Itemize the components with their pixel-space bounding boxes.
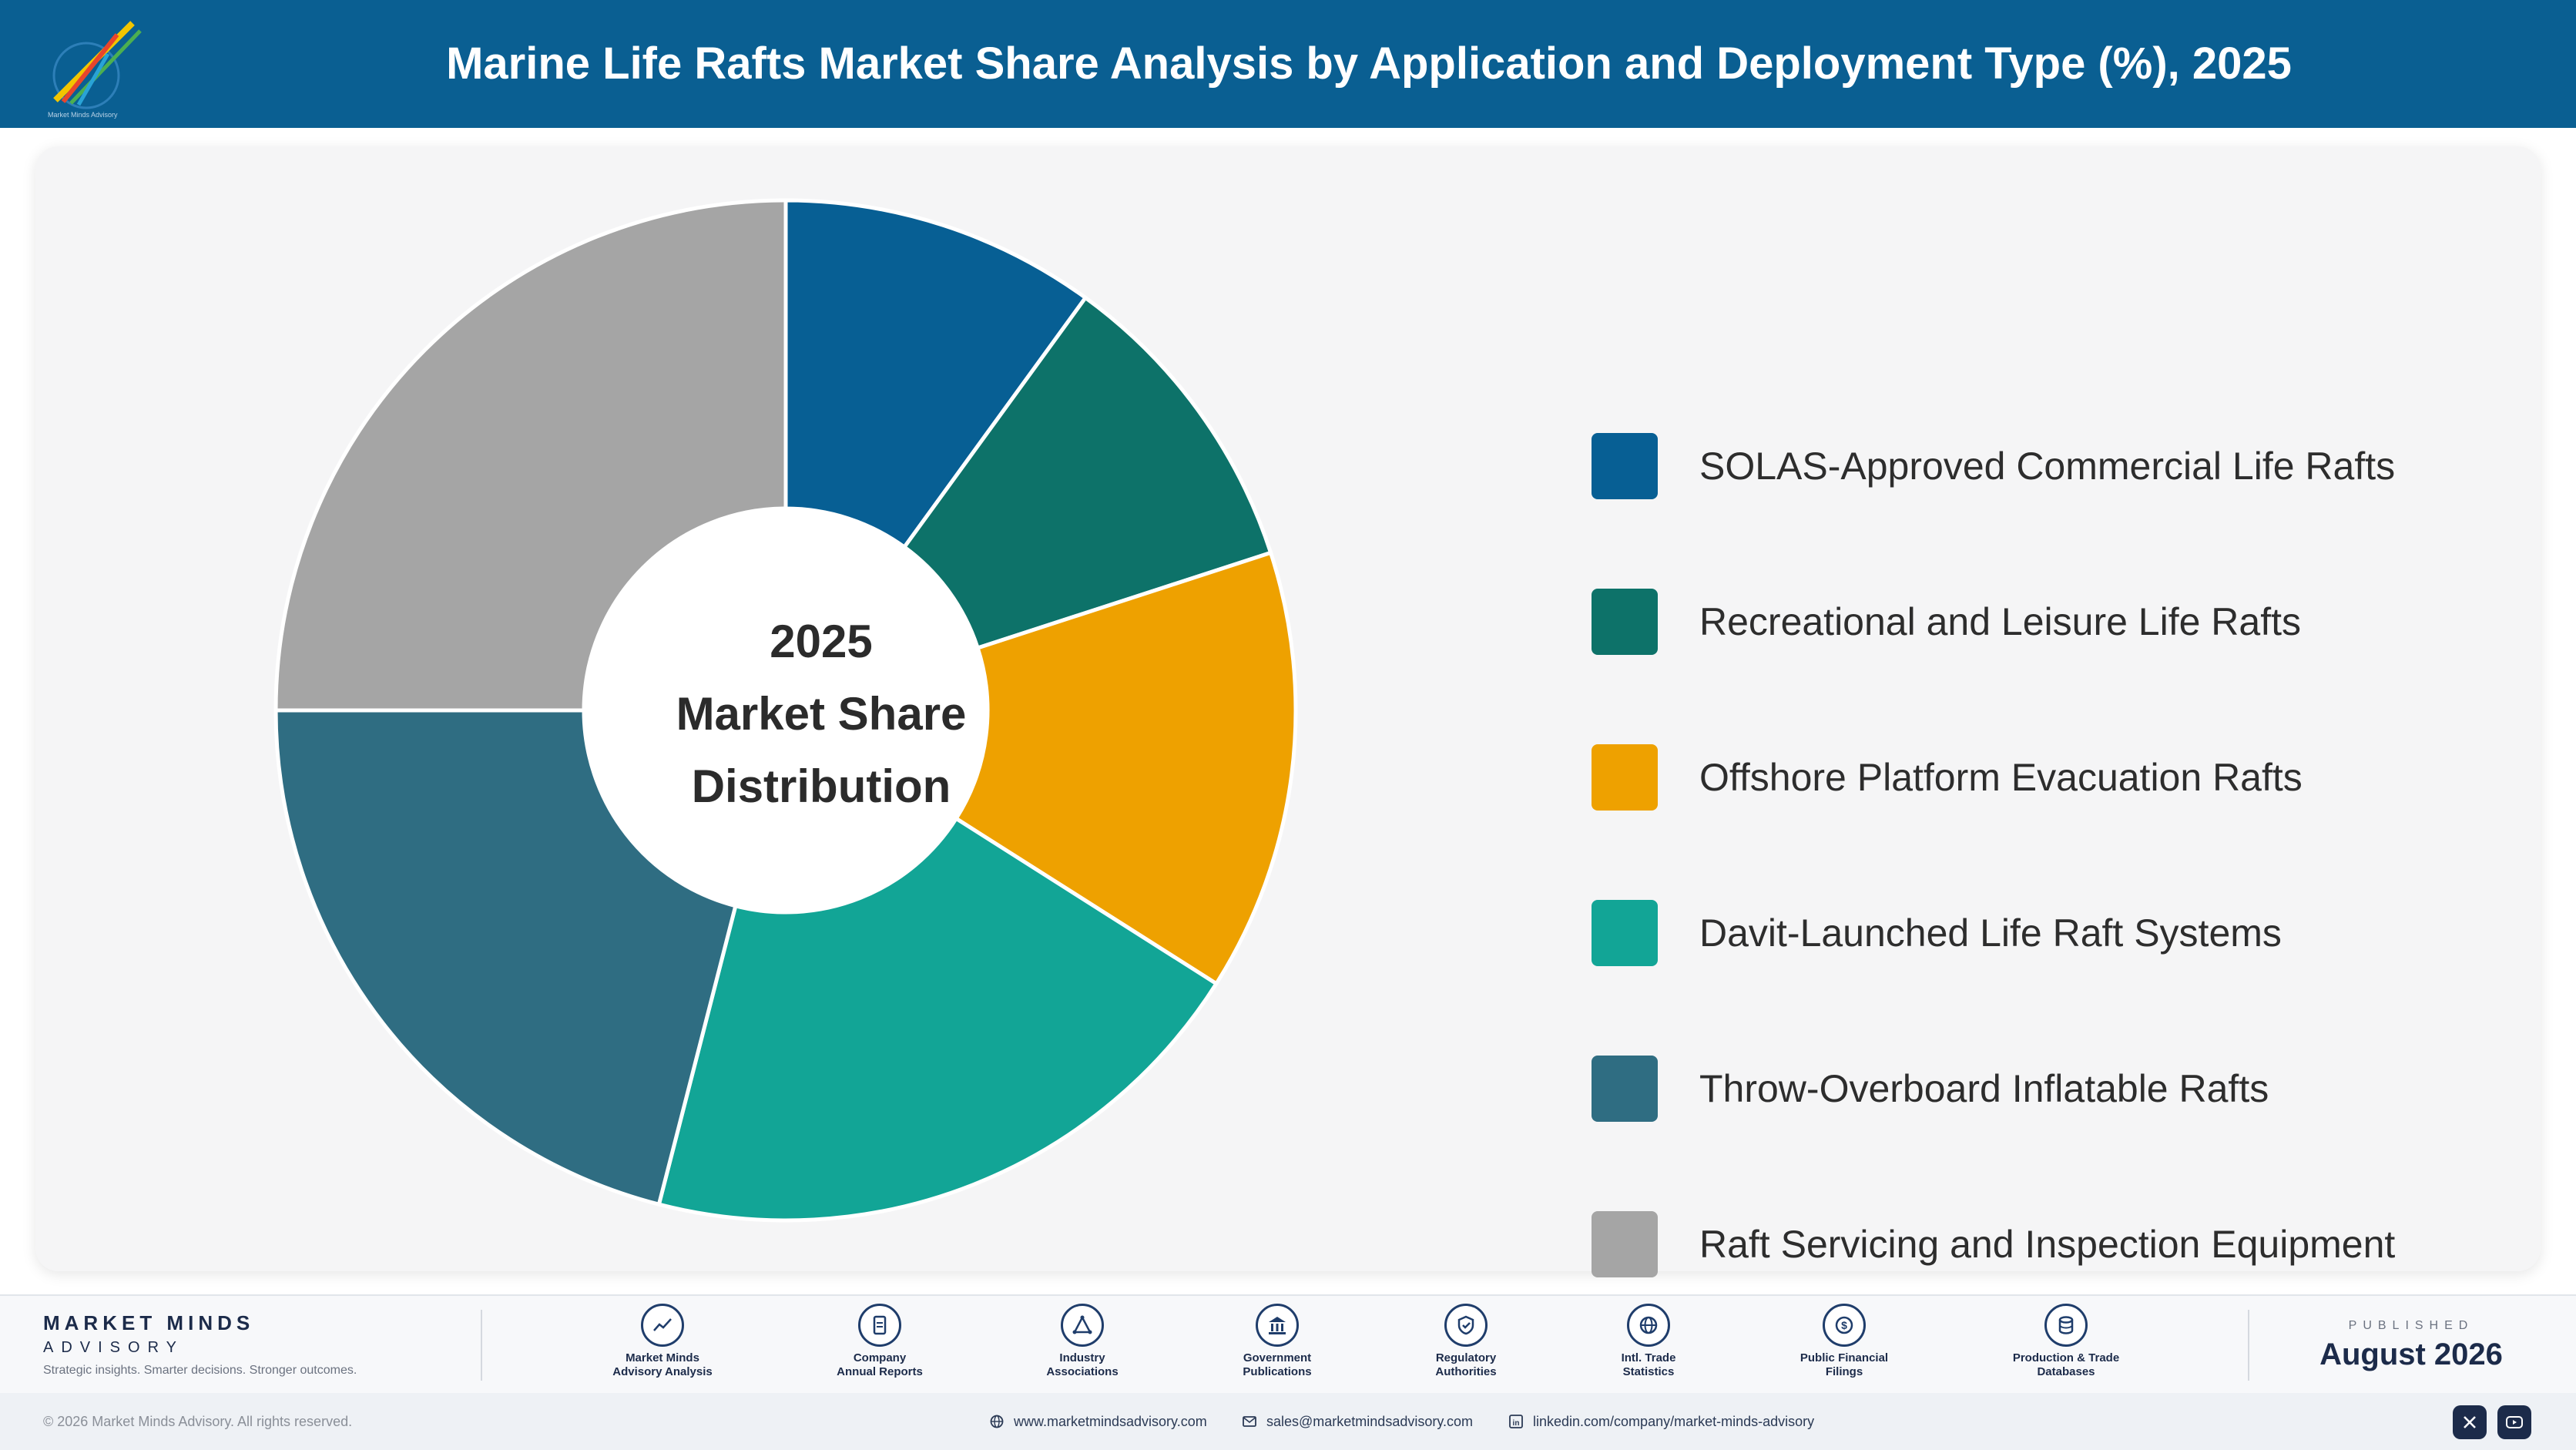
bottom-bar: © 2026 Market Minds Advisory. All rights…: [0, 1393, 2576, 1450]
center-label-year: 2025: [770, 616, 873, 667]
source-label-line2: Authorities: [1435, 1365, 1497, 1378]
brand-subtitle: ADVISORY: [43, 1339, 184, 1356]
globe-icon: [990, 1415, 1004, 1428]
linkedin-link[interactable]: in linkedin.com/company/market-minds-adv…: [1508, 1393, 1814, 1450]
source-label-line2: Associations: [1046, 1365, 1119, 1378]
legend-item: Offshore Platform Evacuation Rafts: [1592, 744, 2547, 900]
government-building-icon: [1256, 1304, 1299, 1347]
source-item: Production & Trade Databases: [1974, 1304, 2158, 1379]
legend-label: Davit-Launched Life Raft Systems: [1699, 911, 2282, 955]
x-logo-icon: [2464, 1416, 2476, 1428]
youtube-icon: [2506, 1416, 2523, 1428]
footer-divider: [2248, 1310, 2249, 1381]
email-link[interactable]: sales@marketmindsadvisory.com: [1242, 1393, 1473, 1450]
center-label-line3: Distribution: [691, 760, 951, 812]
source-item: Regulatory Authorities: [1374, 1304, 1558, 1379]
source-item: Intl. Trade Statistics: [1556, 1304, 1741, 1379]
source-label-line2: Databases: [2037, 1365, 2095, 1378]
source-label-line1: Production & Trade: [2012, 1351, 2120, 1364]
source-label-line1: Public Financial: [1800, 1351, 1889, 1364]
chart-legend: SOLAS-Approved Commercial Life Rafts Rec…: [1592, 433, 2547, 1367]
email-text: sales@marketmindsadvisory.com: [1266, 1414, 1474, 1429]
source-item: Government Publications: [1185, 1304, 1370, 1379]
x-social-button[interactable]: [2453, 1405, 2487, 1439]
database-icon: [2044, 1304, 2088, 1347]
source-label-line2: Advisory Analysis: [612, 1365, 713, 1378]
source-item: Market Minds Advisory Analysis: [570, 1304, 755, 1379]
source-label-line2: Filings: [1825, 1365, 1863, 1378]
youtube-social-button[interactable]: [2497, 1405, 2531, 1439]
svg-text:in: in: [1513, 1419, 1520, 1428]
svg-text:$: $: [1841, 1319, 1847, 1331]
website-text: www.marketmindsadvisory.com: [1014, 1414, 1207, 1429]
footer: MARKET MINDS ADVISORY Strategic insights…: [0, 1294, 2576, 1393]
published-date: August 2026: [2319, 1338, 2503, 1371]
brand-name: MARKET MINDS: [43, 1311, 255, 1334]
legend-label: SOLAS-Approved Commercial Life Rafts: [1699, 445, 2396, 488]
legend-item: Raft Servicing and Inspection Equipment: [1592, 1211, 2547, 1367]
legend-label: Throw-Overboard Inflatable Rafts: [1699, 1067, 2269, 1110]
document-icon: [858, 1304, 901, 1347]
source-item: Industry Associations: [990, 1304, 1175, 1379]
pie-slice: [901, 294, 1273, 651]
legend-swatch: [1592, 900, 1658, 966]
source-label-line1: Industry: [1059, 1351, 1105, 1364]
pie-slice: [273, 198, 788, 713]
legend-swatch: [1592, 589, 1658, 655]
pie-slice: [783, 198, 1088, 550]
website-link[interactable]: www.marketmindsadvisory.com: [989, 1393, 1207, 1450]
source-item: $ Public Financial Filings: [1752, 1304, 1937, 1379]
pie-chart: [273, 198, 1298, 1223]
legend-item: Davit-Launched Life Raft Systems: [1592, 900, 2547, 1056]
globe-icon: [1627, 1304, 1670, 1347]
legend-swatch: [1592, 433, 1658, 499]
network-icon: [1061, 1304, 1104, 1347]
svg-text:Market Minds Advisory: Market Minds Advisory: [48, 111, 118, 119]
header-bar: Market Minds Advisory Marine Life Rafts …: [0, 0, 2576, 128]
source-label-line2: Annual Reports: [837, 1365, 923, 1378]
source-label-line1: Intl. Trade: [1621, 1351, 1676, 1364]
chart-card: 2025 Market Share Distribution SOLAS-App…: [35, 146, 2541, 1277]
sources-row: Market Minds Advisory Analysis Company Ann…: [570, 1304, 2280, 1388]
donut-hole: [585, 510, 986, 911]
published-caption: PUBLISHED: [2348, 1319, 2474, 1332]
dollar-coin-icon: $: [1823, 1304, 1866, 1347]
shield-check-icon: [1444, 1304, 1488, 1347]
brand-tagline: Strategic insights. Smarter decisions. S…: [43, 1364, 357, 1377]
legend-label: Offshore Platform Evacuation Rafts: [1699, 756, 2303, 799]
footer-divider: [481, 1310, 482, 1381]
linkedin-text: linkedin.com/company/market-minds-adviso…: [1533, 1414, 1815, 1429]
source-label-line1: Regulatory: [1435, 1351, 1497, 1364]
page-title: Marine Life Rafts Market Share Analysis …: [446, 39, 2292, 89]
pie-slice: [656, 815, 1219, 1223]
copyright-text: © 2026 Market Minds Advisory. All rights…: [43, 1414, 353, 1429]
mail-icon: [1243, 1416, 1256, 1427]
legend-item: Throw-Overboard Inflatable Rafts: [1592, 1056, 2547, 1211]
company-logo: Market Minds Advisory: [48, 21, 142, 119]
legend-item: Recreational and Leisure Life Rafts: [1592, 589, 2547, 744]
source-label-line1: Market Minds: [626, 1351, 699, 1364]
linkedin-icon: in: [1509, 1415, 1523, 1428]
legend-item: SOLAS-Approved Commercial Life Rafts: [1592, 433, 2547, 589]
legend-label: Raft Servicing and Inspection Equipment: [1699, 1223, 2396, 1266]
pie-slice: [273, 708, 738, 1207]
source-label-line2: Statistics: [1622, 1365, 1675, 1378]
pie-slice: [953, 550, 1298, 987]
source-item: Company Annual Reports: [787, 1304, 972, 1379]
legend-swatch: [1592, 744, 1658, 811]
legend-swatch: [1592, 1056, 1658, 1122]
source-label-line1: Government: [1243, 1351, 1312, 1364]
center-label-line2: Market Share: [676, 688, 967, 740]
legend-swatch: [1592, 1211, 1658, 1277]
legend-label: Recreational and Leisure Life Rafts: [1699, 600, 2302, 643]
chart-line-icon: [641, 1304, 684, 1347]
source-label-line2: Publications: [1243, 1365, 1312, 1378]
source-label-line1: Company: [853, 1351, 907, 1364]
